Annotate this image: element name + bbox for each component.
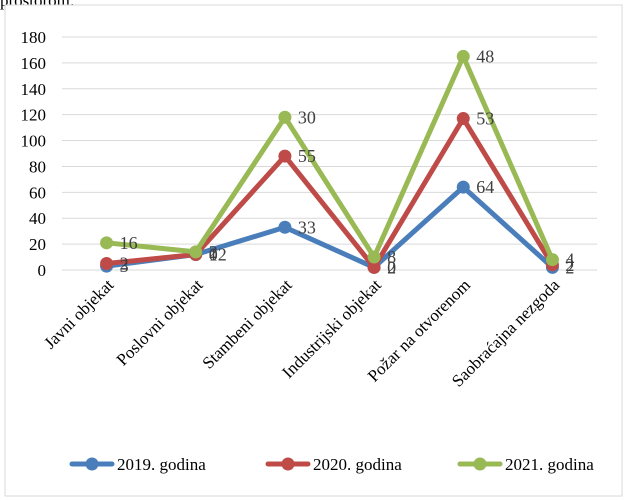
series-group — [100, 49, 559, 274]
y-tick-label: 20 — [29, 235, 46, 254]
series-line — [104, 53, 555, 263]
data-point — [367, 250, 381, 264]
data-point — [367, 260, 381, 274]
data-label: 55 — [298, 146, 316, 166]
data-point — [456, 180, 470, 194]
y-tick-label: 100 — [21, 132, 47, 151]
data-point — [278, 149, 292, 163]
data-label: 4 — [565, 250, 574, 270]
y-tick-label: 180 — [21, 28, 47, 47]
data-label: 48 — [476, 46, 494, 66]
data-point — [545, 253, 559, 267]
y-axis: 0 20 40 60 80 100 120 140 160 180 — [21, 28, 47, 280]
data-label: 2 — [209, 242, 218, 262]
data-label: 33 — [298, 217, 316, 237]
data-point — [456, 49, 470, 63]
y-tick-label: 60 — [29, 183, 46, 202]
legend-label: 2020. godina — [313, 455, 402, 474]
data-label: 2 — [565, 255, 574, 275]
y-tick-label: 140 — [21, 80, 47, 99]
y-tick-label: 160 — [21, 54, 47, 73]
legend-marker — [281, 457, 295, 471]
chart-border — [4, 4, 623, 497]
legend-label: 2021. godina — [505, 455, 594, 474]
data-label: 30 — [298, 107, 316, 127]
data-point — [100, 257, 114, 271]
data-label: 2 — [565, 257, 574, 277]
y-tick-label: 120 — [21, 106, 47, 125]
data-label: 64 — [476, 177, 494, 197]
y-tick-label: 0 — [38, 261, 47, 280]
legend-marker — [473, 457, 487, 471]
data-label: 8 — [387, 247, 396, 267]
data-label: 2 — [120, 254, 129, 274]
data-label: 3 — [120, 256, 129, 276]
data-point — [189, 245, 203, 259]
y-tick-label: 80 — [29, 157, 46, 176]
data-point — [278, 110, 292, 124]
data-label: 16 — [120, 233, 138, 253]
legend-marker — [85, 457, 99, 471]
legend: 2019. godina 2020. godina 2021. godina — [69, 455, 594, 474]
data-point — [278, 220, 292, 234]
gridlines — [62, 36, 597, 271]
data-label: 12 — [209, 244, 227, 264]
y-tick-label: 40 — [29, 209, 46, 228]
data-label: 0 — [387, 257, 396, 277]
data-label: 0 — [209, 244, 218, 264]
data-label: 53 — [476, 109, 494, 129]
data-point — [456, 112, 470, 126]
data-point — [100, 236, 114, 250]
series-line — [104, 116, 555, 270]
legend-label: 2019. godina — [117, 455, 206, 474]
data-label: 2 — [387, 257, 396, 277]
